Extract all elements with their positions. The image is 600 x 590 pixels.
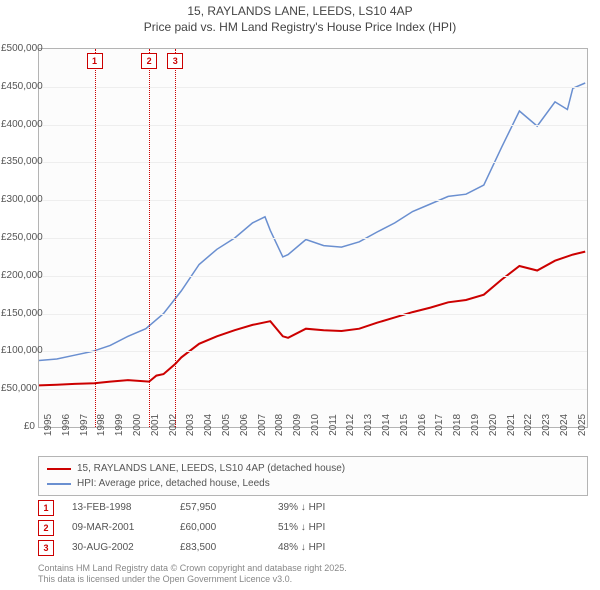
y-axis-label: £400,000 <box>1 119 35 130</box>
y-axis-label: £150,000 <box>1 308 35 319</box>
sale-row-delta: 39% ↓ HPI <box>278 498 325 518</box>
legend-item: 15, RAYLANDS LANE, LEEDS, LS10 4AP (deta… <box>47 461 579 476</box>
sale-row-badge: 2 <box>38 520 54 536</box>
sale-row-price: £60,000 <box>180 518 260 538</box>
sale-row-badge: 3 <box>38 540 54 556</box>
x-axis-label: 1999 <box>114 410 125 440</box>
sale-row-date: 30-AUG-2002 <box>72 538 162 558</box>
sale-row-badge: 1 <box>38 500 54 516</box>
legend-swatch <box>47 483 71 485</box>
title-line2: Price paid vs. HM Land Registry's House … <box>0 20 600 36</box>
x-axis-label: 2003 <box>185 410 196 440</box>
sale-row-delta: 48% ↓ HPI <box>278 538 325 558</box>
y-axis-label: £500,000 <box>1 43 35 54</box>
x-axis-label: 2015 <box>399 410 410 440</box>
sale-row-date: 09-MAR-2001 <box>72 518 162 538</box>
x-axis-label: 2004 <box>203 410 214 440</box>
y-axis-label: £250,000 <box>1 232 35 243</box>
sale-row: 3 30-AUG-2002 £83,500 48% ↓ HPI <box>38 538 588 558</box>
x-axis-label: 2024 <box>559 410 570 440</box>
x-axis-label: 2007 <box>257 410 268 440</box>
x-axis-label: 2011 <box>328 410 339 440</box>
x-axis-label: 2006 <box>239 410 250 440</box>
x-axis-label: 2010 <box>310 410 321 440</box>
x-axis-label: 2016 <box>417 410 428 440</box>
x-axis-label: 2000 <box>132 410 143 440</box>
x-axis-label: 1995 <box>43 410 54 440</box>
x-axis-label: 2017 <box>434 410 445 440</box>
x-axis-label: 2014 <box>381 410 392 440</box>
y-axis-label: £100,000 <box>1 345 35 356</box>
x-axis-label: 2008 <box>274 410 285 440</box>
footer-text: Contains HM Land Registry data © Crown c… <box>38 563 588 586</box>
series-line <box>39 252 585 386</box>
sale-marker-line <box>95 49 96 427</box>
x-axis-label: 2021 <box>506 410 517 440</box>
title-line1: 15, RAYLANDS LANE, LEEDS, LS10 4AP <box>0 4 600 20</box>
x-axis-label: 1997 <box>79 410 90 440</box>
footer-line2: This data is licensed under the Open Gov… <box>38 574 588 586</box>
sale-row: 2 09-MAR-2001 £60,000 51% ↓ HPI <box>38 518 588 538</box>
x-axis-label: 2018 <box>452 410 463 440</box>
chart-title: 15, RAYLANDS LANE, LEEDS, LS10 4AP Price… <box>0 0 600 35</box>
x-axis-label: 2023 <box>541 410 552 440</box>
sale-marker-badge: 3 <box>167 53 183 69</box>
sales-table: 1 13-FEB-1998 £57,950 39% ↓ HPI 2 09-MAR-2001… <box>38 498 588 558</box>
x-axis-label: 2012 <box>345 410 356 440</box>
y-axis-label: £200,000 <box>1 270 35 281</box>
y-axis-label: £0 <box>1 421 35 432</box>
plot-area: £0£50,000£100,000£150,000£200,000£250,00… <box>38 48 588 428</box>
x-axis-label: 2001 <box>150 410 161 440</box>
sale-marker-line <box>149 49 150 427</box>
legend-swatch <box>47 468 71 470</box>
legend-item: HPI: Average price, detached house, Leed… <box>47 476 579 491</box>
x-axis-label: 1998 <box>96 410 107 440</box>
sale-row-price: £83,500 <box>180 538 260 558</box>
footer-line1: Contains HM Land Registry data © Crown c… <box>38 563 588 575</box>
y-axis-label: £350,000 <box>1 156 35 167</box>
x-axis-label: 2020 <box>488 410 499 440</box>
x-axis-label: 2019 <box>470 410 481 440</box>
x-axis-label: 2025 <box>577 410 588 440</box>
sale-marker-badge: 1 <box>87 53 103 69</box>
x-axis-label: 2009 <box>292 410 303 440</box>
y-axis-label: £300,000 <box>1 194 35 205</box>
legend-box: 15, RAYLANDS LANE, LEEDS, LS10 4AP (deta… <box>38 456 588 496</box>
sale-row-price: £57,950 <box>180 498 260 518</box>
sale-marker-badge: 2 <box>141 53 157 69</box>
x-axis-label: 2013 <box>363 410 374 440</box>
x-axis-label: 2005 <box>221 410 232 440</box>
x-axis-label: 2002 <box>168 410 179 440</box>
y-axis-label: £450,000 <box>1 81 35 92</box>
sale-row-date: 13-FEB-1998 <box>72 498 162 518</box>
x-axis-label: 1996 <box>61 410 72 440</box>
legend-label: 15, RAYLANDS LANE, LEEDS, LS10 4AP (deta… <box>77 461 345 476</box>
y-axis-label: £50,000 <box>1 383 35 394</box>
sale-row: 1 13-FEB-1998 £57,950 39% ↓ HPI <box>38 498 588 518</box>
sale-row-delta: 51% ↓ HPI <box>278 518 325 538</box>
legend-label: HPI: Average price, detached house, Leed… <box>77 476 270 491</box>
x-axis-label: 2022 <box>523 410 534 440</box>
sale-marker-line <box>175 49 176 427</box>
